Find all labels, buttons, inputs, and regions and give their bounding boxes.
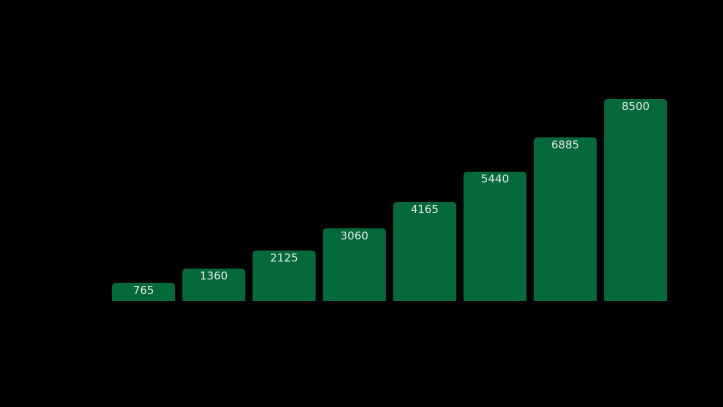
data-label: 2125 <box>270 252 298 265</box>
bar <box>393 202 457 301</box>
data-label: 3060 <box>340 229 368 242</box>
bar <box>182 268 246 301</box>
bar <box>322 228 386 301</box>
data-label: 4165 <box>411 203 439 216</box>
data-label: 5440 <box>481 173 509 186</box>
data-label: 1360 <box>200 270 228 283</box>
data-label: 6885 <box>551 138 579 151</box>
data-label: 765 <box>133 284 154 297</box>
bar <box>533 137 597 301</box>
bar <box>463 171 527 301</box>
data-label: 8500 <box>622 100 650 113</box>
bar <box>252 250 316 301</box>
bar <box>112 282 175 301</box>
bar <box>604 99 668 301</box>
